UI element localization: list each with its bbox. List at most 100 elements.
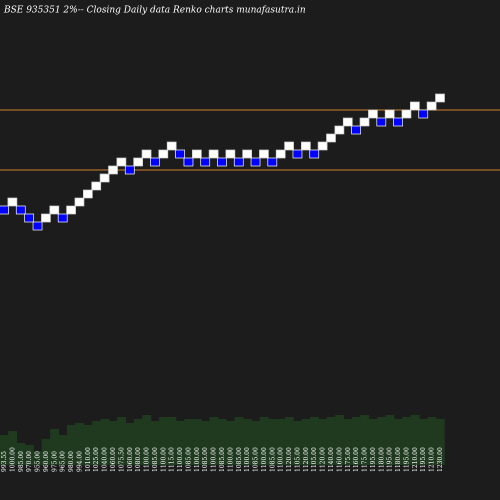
brick (150, 157, 160, 167)
brick (426, 101, 437, 111)
brick (259, 149, 269, 159)
brick (300, 141, 311, 151)
brick (284, 141, 294, 151)
x-tick-label: 1085.00 (185, 447, 192, 472)
volume-bar (427, 417, 437, 465)
brick (225, 149, 236, 159)
brick (384, 109, 395, 119)
volume-bar (234, 417, 244, 465)
volume-bar (133, 419, 143, 465)
volume-bar (301, 419, 311, 465)
x-tick-label: 1025.00 (93, 447, 100, 472)
x-tick-label: 1230.00 (437, 447, 444, 472)
x-tick-label: 1210.00 (429, 447, 436, 472)
x-tick-label: 985.00 (18, 451, 25, 472)
brick (342, 117, 353, 127)
brick (41, 213, 51, 223)
x-tick-label: 1210.00 (412, 447, 419, 472)
volume-bar (150, 421, 160, 465)
volume-bar (66, 425, 76, 465)
brick (208, 149, 219, 159)
volume-bar (284, 417, 294, 465)
brick (116, 157, 127, 167)
volume-bar (318, 419, 328, 465)
x-tick-label: 1100.00 (160, 447, 167, 472)
volume-bar (385, 415, 395, 465)
brick (359, 117, 370, 127)
x-tick-label: 1195.00 (387, 447, 394, 472)
brick (158, 149, 169, 159)
brick (250, 157, 261, 167)
volume-bar (167, 417, 177, 465)
brick (49, 205, 60, 215)
brick (200, 157, 211, 167)
volume-bar (8, 431, 18, 465)
brick (15, 205, 26, 215)
brick (133, 157, 144, 167)
brick (166, 141, 177, 151)
x-tick-label: 993.55 (1, 451, 8, 472)
volume-bar (326, 417, 336, 465)
brick (275, 149, 286, 159)
x-tick-label: 1175.00 (362, 447, 369, 472)
volume-bar (276, 419, 286, 465)
volume-bar (435, 419, 445, 465)
x-tick-label: 1060.00 (110, 447, 117, 472)
volume-bar (343, 419, 353, 465)
x-tick-label: 1085.00 (269, 447, 276, 472)
brick (141, 149, 152, 159)
x-tick-label: 1060.00 (127, 447, 134, 472)
volume-bar (209, 417, 219, 465)
volume-bar (159, 417, 168, 465)
x-tick-label: 965.00 (60, 451, 67, 472)
brick (317, 141, 328, 151)
x-tick-label: 1195.00 (420, 447, 427, 472)
chart-title: BSE 935351 2%-- Closing Daily data Renko… (3, 6, 306, 16)
x-tick-label: 1105.00 (311, 447, 318, 472)
x-tick-label: 1120.00 (286, 447, 293, 472)
brick (368, 109, 378, 119)
volume-bar (58, 435, 68, 465)
volume-bar (24, 445, 34, 465)
volume-bar (192, 419, 202, 465)
x-tick-label: 1100.00 (261, 447, 268, 472)
brick (183, 157, 194, 167)
brick (91, 181, 102, 191)
x-tick-label: 1085.00 (202, 447, 209, 472)
volume-bar (92, 421, 101, 465)
volume-bar (16, 443, 26, 465)
volume-bar (368, 419, 378, 465)
brick (393, 117, 403, 127)
volume-bar (0, 435, 9, 465)
x-tick-label: 1195.00 (403, 447, 410, 472)
brick (66, 205, 76, 215)
brick (99, 173, 110, 183)
volume-bar (226, 421, 236, 465)
volume-bar (360, 415, 370, 465)
brick (409, 101, 420, 111)
x-tick-label: 1100.00 (244, 447, 251, 472)
volume-bar (217, 419, 227, 465)
volume-bar (184, 419, 194, 465)
brick (32, 221, 43, 231)
brick (334, 125, 345, 135)
brick (0, 205, 9, 215)
volume-bar (402, 417, 412, 465)
brick (175, 149, 185, 159)
x-tick-label: 1085.00 (253, 447, 260, 472)
x-tick-label: 1120.00 (303, 447, 310, 472)
x-tick-label: 1180.00 (395, 447, 402, 472)
x-tick-label: 1160.00 (353, 447, 360, 472)
brick (309, 149, 320, 159)
x-tick-label: 975.00 (51, 451, 58, 472)
brick (57, 213, 68, 223)
volume-bar (117, 417, 127, 465)
volume-bar (142, 415, 152, 465)
brick (418, 109, 429, 119)
x-tick-label: 1085.00 (219, 447, 226, 472)
x-tick-label: 980.00 (68, 451, 75, 472)
volume-bar (377, 417, 386, 465)
brick (326, 133, 336, 143)
volume-bar (251, 421, 261, 465)
